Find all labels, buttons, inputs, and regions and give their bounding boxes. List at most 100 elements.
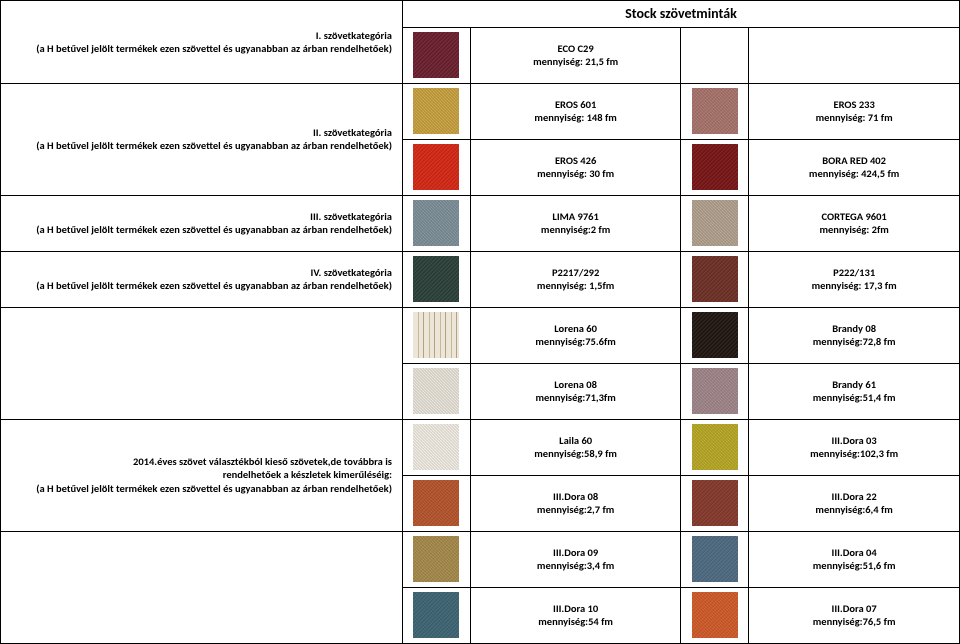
fabric-info: Brandy 61 mennyiség:51,4 fm bbox=[749, 363, 960, 419]
category-title: 2014.éves szövet választékból kieső szöv… bbox=[133, 455, 392, 468]
fabric-info: Laila 60 mennyiség:58,9 fm bbox=[470, 419, 681, 475]
fabric-name: III.Dora 22 bbox=[832, 490, 877, 503]
swatch-cell bbox=[681, 363, 749, 419]
fabric-info: III.Dora 07 mennyiség:76,5 fm bbox=[749, 587, 960, 643]
fabric-info: Lorena 08 mennyiség:71,3fm bbox=[470, 363, 681, 419]
fabric-qty: mennyiség:51,6 fm bbox=[813, 559, 896, 572]
fabric-name: III.Dora 09 bbox=[553, 546, 598, 559]
fabric-qty: mennyiség: 424,5 fm bbox=[809, 167, 899, 180]
fabric-info bbox=[749, 27, 960, 83]
category-title: IV. szövetkategória bbox=[311, 266, 392, 279]
category-title: rendelhetőek a készletek kimerűléséig: bbox=[223, 468, 392, 481]
fabric-info: EROS 426 mennyiség: 30 fm bbox=[470, 139, 681, 195]
fabric-name: III.Dora 08 bbox=[553, 490, 598, 503]
swatch-cell bbox=[402, 531, 470, 587]
fabric-qty: mennyiség:76,5 fm bbox=[813, 615, 896, 628]
category-note: (a H betűvel jelölt termékek ezen szövet… bbox=[36, 42, 392, 55]
fabric-swatch bbox=[692, 256, 738, 302]
fabric-info: III.Dora 10 mennyiség:54 fm bbox=[470, 587, 681, 643]
fabric-swatch bbox=[692, 88, 738, 134]
fabric-name: EROS 426 bbox=[555, 154, 596, 167]
fabric-info: CORTEGA 9601 mennyiség: 2fm bbox=[749, 195, 960, 251]
swatch-cell bbox=[402, 363, 470, 419]
fabric-qty: mennyiség:72,8 fm bbox=[813, 335, 896, 348]
fabric-name: LIMA 9761 bbox=[552, 210, 598, 223]
fabric-swatch bbox=[413, 256, 459, 302]
fabric-info: Brandy 08 mennyiség:72,8 fm bbox=[749, 307, 960, 363]
fabric-swatch bbox=[692, 368, 738, 414]
swatch-cell bbox=[681, 83, 749, 139]
fabric-qty: mennyiség:51,4 fm bbox=[813, 391, 896, 404]
fabric-info: BORA RED 402 mennyiség: 424,5 fm bbox=[749, 139, 960, 195]
category-note: (a H betűvel jelölt termékek ezen szövet… bbox=[36, 139, 392, 152]
fabric-swatch bbox=[413, 32, 459, 78]
category-note: (a H betűvel jelölt termékek ezen szövet… bbox=[36, 482, 392, 495]
swatch-cell bbox=[402, 419, 470, 475]
category-cell-empty bbox=[1, 307, 403, 419]
fabric-swatch bbox=[413, 592, 459, 638]
fabric-table: I. szövetkategória (a H betűvel jelölt t… bbox=[0, 0, 960, 644]
fabric-name: III.Dora 10 bbox=[553, 602, 598, 615]
category-title: II. szövetkategória bbox=[313, 126, 392, 139]
fabric-qty: mennyiség:2,7 fm bbox=[537, 503, 614, 516]
page-title: Stock szövetminták bbox=[625, 5, 737, 22]
fabric-qty: mennyiség: 21,5 fm bbox=[533, 55, 618, 68]
fabric-info: P222/131 mennyiség: 17,3 fm bbox=[749, 251, 960, 307]
fabric-qty: mennyiség:58,9 fm bbox=[534, 447, 617, 460]
fabric-info: ECO C29 mennyiség: 21,5 fm bbox=[470, 27, 681, 83]
fabric-qty: mennyiség:3,4 fm bbox=[537, 559, 614, 572]
fabric-swatch bbox=[413, 368, 459, 414]
fabric-info: P2217/292 mennyiség: 1,5fm bbox=[470, 251, 681, 307]
fabric-info: III.Dora 04 mennyiség:51,6 fm bbox=[749, 531, 960, 587]
fabric-name: Brandy 61 bbox=[832, 378, 876, 391]
swatch-cell bbox=[402, 27, 470, 83]
fabric-info: III.Dora 09 mennyiség:3,4 fm bbox=[470, 531, 681, 587]
category-cell: IV. szövetkategória (a H betűvel jelölt … bbox=[1, 251, 403, 307]
category-cell-empty bbox=[1, 531, 403, 643]
fabric-qty: mennyiség:102,3 fm bbox=[810, 447, 898, 460]
fabric-info: III.Dora 03 mennyiség:102,3 fm bbox=[749, 419, 960, 475]
swatch-cell bbox=[402, 307, 470, 363]
fabric-qty: mennyiség: 71 fm bbox=[816, 111, 893, 124]
fabric-name: Lorena 08 bbox=[554, 378, 597, 391]
category-cell: III. szövetkategória (a H betűvel jelölt… bbox=[1, 195, 403, 251]
category-title: III. szövetkategória bbox=[310, 210, 392, 223]
fabric-swatch bbox=[692, 592, 738, 638]
fabric-info: III.Dora 08 mennyiség:2,7 fm bbox=[470, 475, 681, 531]
category-cell: 2014.éves szövet választékból kieső szöv… bbox=[1, 419, 403, 531]
fabric-swatch bbox=[692, 312, 738, 358]
fabric-qty: mennyiség:71,3fm bbox=[535, 391, 615, 404]
fabric-qty: mennyiség: 30 fm bbox=[537, 167, 614, 180]
swatch-cell bbox=[681, 251, 749, 307]
fabric-name: III.Dora 04 bbox=[832, 546, 877, 559]
swatch-cell bbox=[681, 531, 749, 587]
swatch-cell bbox=[402, 475, 470, 531]
fabric-info: Lorena 60 mennyiség:75.6fm bbox=[470, 307, 681, 363]
swatch-cell bbox=[681, 475, 749, 531]
fabric-qty: mennyiség: 148 fm bbox=[534, 111, 616, 124]
swatch-cell bbox=[402, 587, 470, 643]
fabric-qty: mennyiség: 2fm bbox=[819, 223, 888, 236]
fabric-name: Lorena 60 bbox=[554, 322, 597, 335]
fabric-qty: mennyiség:6,4 fm bbox=[815, 503, 892, 516]
fabric-swatch bbox=[413, 424, 459, 470]
swatch-cell bbox=[402, 83, 470, 139]
swatch-cell bbox=[681, 587, 749, 643]
fabric-swatch bbox=[413, 536, 459, 582]
fabric-info: LIMA 9761 mennyiség:2 fm bbox=[470, 195, 681, 251]
category-note: (a H betűvel jelölt termékek ezen szövet… bbox=[36, 223, 392, 236]
fabric-name: III.Dora 03 bbox=[832, 434, 877, 447]
fabric-swatch bbox=[692, 424, 738, 470]
fabric-swatch bbox=[413, 88, 459, 134]
fabric-swatch bbox=[413, 480, 459, 526]
fabric-name: P222/131 bbox=[833, 266, 875, 279]
fabric-qty: mennyiség:75.6fm bbox=[535, 335, 615, 348]
page-title-cell: Stock szövetminták bbox=[402, 1, 959, 28]
fabric-name: Brandy 08 bbox=[832, 322, 876, 335]
swatch-cell bbox=[681, 307, 749, 363]
fabric-qty: mennyiség:54 fm bbox=[538, 615, 613, 628]
fabric-name: III.Dora 07 bbox=[832, 602, 877, 615]
swatch-cell bbox=[681, 139, 749, 195]
fabric-name: BORA RED 402 bbox=[822, 154, 886, 167]
swatch-cell bbox=[681, 419, 749, 475]
